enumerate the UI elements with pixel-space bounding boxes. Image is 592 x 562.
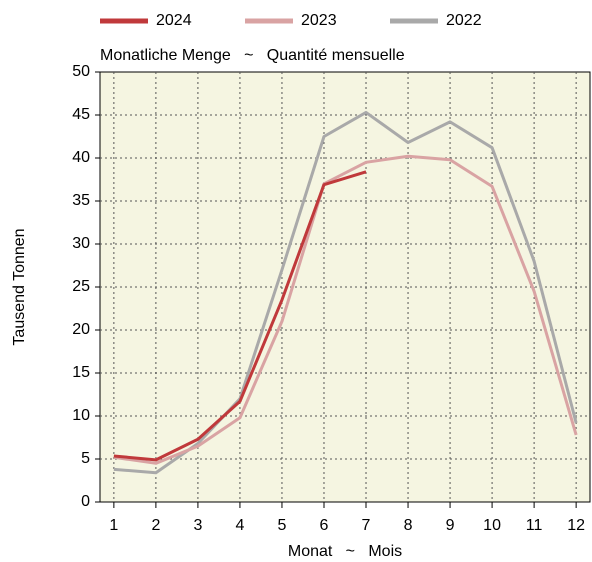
x-tick-label: 11	[526, 517, 543, 534]
y-tick-label: 30	[72, 235, 90, 252]
y-tick-label: 25	[72, 278, 90, 295]
series-line	[113, 154, 578, 465]
y-axis-label: Tausend Tonnen	[11, 228, 28, 345]
y-tick-label: 5	[81, 450, 90, 467]
y-tick-label: 20	[72, 321, 90, 338]
series-line	[113, 170, 367, 462]
x-tick-label: 4	[235, 517, 244, 534]
chart-title: Monatliche Menge ~ Quantité mensuelle	[100, 47, 405, 64]
y-tick-label: 10	[72, 407, 90, 424]
x-tick-label: 12	[567, 517, 585, 534]
x-axis-label: Monat ~ Mois	[288, 543, 402, 560]
x-tick-label: 1	[109, 517, 118, 534]
y-tick-label: 15	[72, 364, 90, 381]
x-tick-label: 7	[362, 517, 371, 534]
y-tick-label: 50	[72, 63, 90, 80]
y-tick-label: 45	[72, 106, 90, 123]
x-tick-label: 6	[320, 517, 329, 534]
x-tick-label: 9	[446, 517, 455, 534]
legend-label: 2022	[446, 12, 482, 29]
y-tick-label: 40	[72, 149, 90, 166]
y-tick-label: 0	[81, 493, 90, 510]
x-tick-label: 3	[193, 517, 202, 534]
x-tick-label: 8	[404, 517, 413, 534]
legend-label: 2023	[301, 12, 337, 29]
y-tick-label: 35	[72, 192, 90, 209]
x-tick-label: 2	[151, 517, 160, 534]
x-tick-label: 5	[278, 517, 287, 534]
x-tick-label: 10	[483, 517, 501, 534]
legend-label: 2024	[156, 12, 192, 29]
